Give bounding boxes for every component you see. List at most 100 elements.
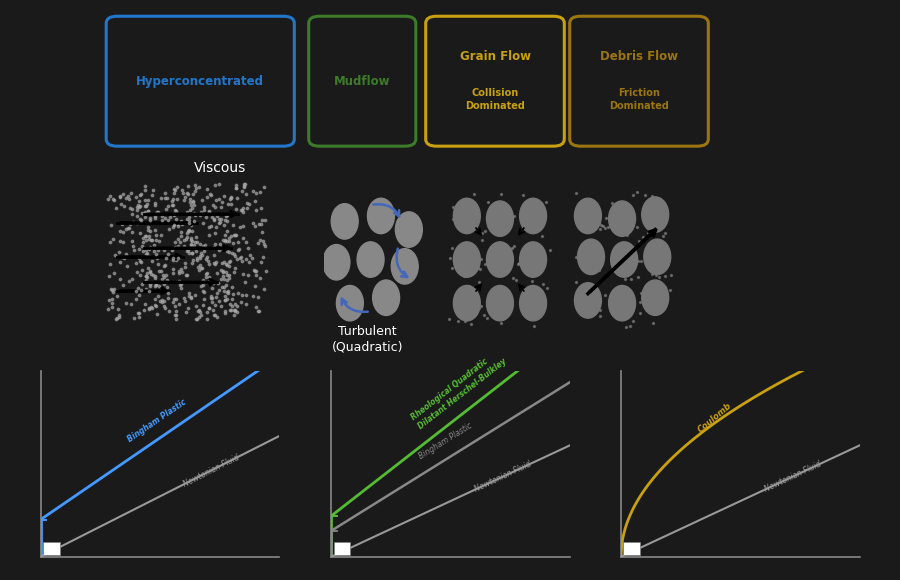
Point: [593, 306, 608, 315]
Point: [480, 314, 494, 323]
Point: [218, 295, 232, 305]
Point: [641, 229, 655, 238]
Point: [235, 256, 249, 266]
Point: [654, 211, 669, 220]
Point: [193, 211, 207, 220]
Point: [250, 292, 265, 302]
Point: [139, 231, 153, 241]
Text: Newtonian Fluid: Newtonian Fluid: [472, 460, 533, 494]
Point: [179, 307, 194, 316]
Point: [166, 255, 180, 264]
Point: [103, 237, 117, 246]
Point: [217, 274, 231, 284]
Point: [116, 280, 130, 289]
Point: [216, 267, 230, 277]
Point: [162, 224, 176, 233]
Point: [182, 249, 196, 258]
Point: [111, 304, 125, 314]
Point: [618, 275, 633, 284]
Point: [184, 240, 199, 249]
Point: [177, 195, 192, 205]
Circle shape: [367, 198, 394, 234]
Point: [230, 194, 245, 203]
Point: [168, 307, 183, 316]
Point: [113, 237, 128, 246]
Point: [149, 253, 164, 262]
Point: [593, 220, 608, 229]
Point: [158, 193, 172, 202]
Point: [109, 314, 123, 324]
Point: [115, 227, 130, 236]
Point: [222, 261, 237, 270]
Point: [257, 285, 272, 294]
Point: [219, 259, 233, 269]
Point: [255, 227, 269, 237]
Point: [526, 220, 540, 230]
Point: [182, 289, 196, 298]
Point: [202, 206, 217, 216]
Point: [167, 205, 182, 215]
Point: [169, 255, 184, 264]
Point: [139, 271, 153, 280]
Point: [140, 206, 155, 216]
Point: [181, 246, 195, 255]
Point: [202, 304, 217, 313]
Point: [143, 269, 157, 278]
Point: [197, 295, 211, 304]
Point: [143, 282, 157, 291]
Point: [488, 251, 502, 260]
Point: [146, 185, 160, 194]
Circle shape: [373, 280, 400, 316]
Point: [184, 205, 198, 215]
Point: [193, 306, 207, 315]
Point: [477, 311, 491, 320]
Point: [634, 309, 648, 318]
Point: [142, 280, 157, 289]
Point: [623, 322, 637, 331]
Point: [521, 241, 535, 250]
Point: [623, 258, 637, 267]
Text: Hyperconcentrated: Hyperconcentrated: [136, 75, 265, 88]
Point: [133, 271, 148, 280]
Point: [626, 215, 641, 224]
Point: [185, 197, 200, 206]
Point: [502, 204, 517, 213]
Point: [613, 266, 627, 276]
Point: [656, 231, 670, 240]
Point: [507, 242, 521, 251]
Point: [196, 288, 211, 297]
Point: [106, 288, 121, 297]
Point: [145, 278, 159, 287]
Point: [102, 271, 116, 280]
Point: [134, 286, 148, 295]
Text: Viscous: Viscous: [194, 161, 247, 175]
Point: [178, 296, 193, 306]
Point: [191, 307, 205, 316]
Point: [150, 291, 165, 300]
Point: [233, 206, 248, 215]
Point: [158, 270, 173, 280]
Point: [179, 246, 194, 256]
Point: [449, 303, 464, 312]
Point: [105, 294, 120, 303]
Point: [220, 246, 234, 255]
Point: [180, 188, 194, 197]
Point: [515, 252, 529, 262]
Point: [235, 290, 249, 299]
Point: [638, 215, 652, 224]
Point: [206, 200, 220, 209]
Point: [227, 310, 241, 320]
Point: [254, 258, 268, 267]
Point: [182, 227, 196, 236]
Point: [132, 245, 147, 254]
Point: [189, 246, 203, 256]
Point: [450, 246, 464, 255]
Point: [138, 182, 152, 191]
Point: [172, 268, 186, 277]
Point: [188, 180, 202, 190]
Point: [196, 301, 211, 310]
Point: [174, 216, 188, 226]
Point: [628, 255, 643, 264]
Point: [217, 287, 231, 296]
Point: [192, 266, 206, 275]
